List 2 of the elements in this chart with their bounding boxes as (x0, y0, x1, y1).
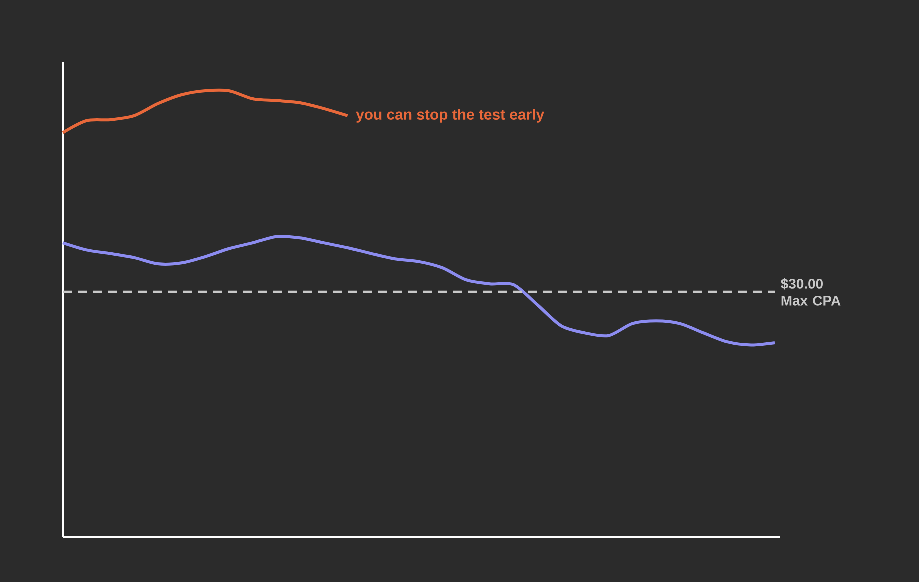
annotation: you can stop the test early (356, 109, 544, 123)
ref-line-label: $30.00 Max CPA (781, 278, 841, 306)
